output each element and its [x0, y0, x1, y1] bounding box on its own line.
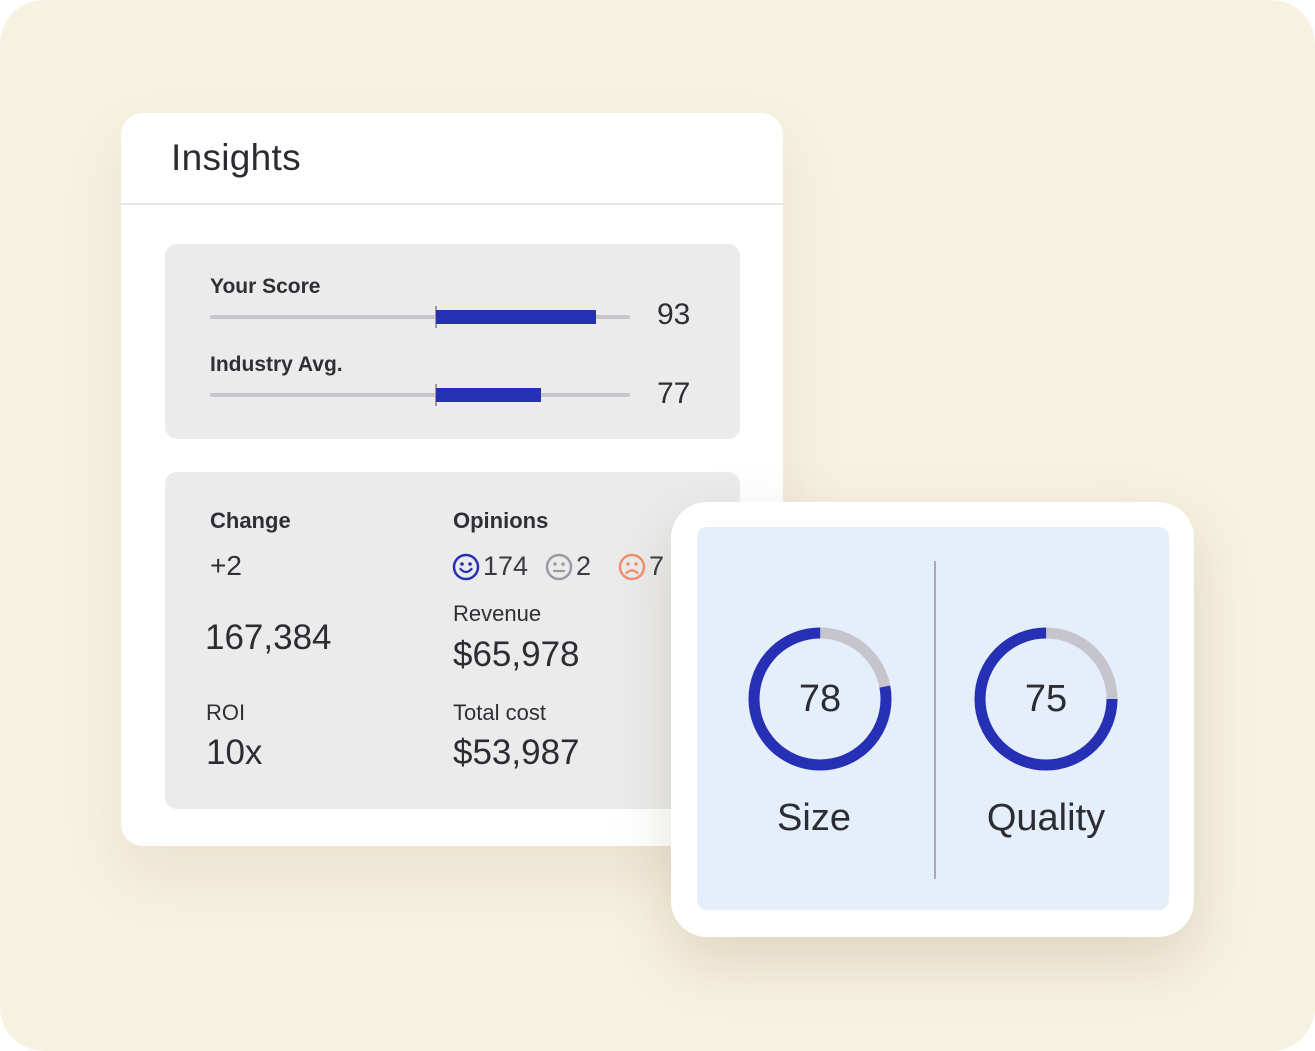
- size-gauge-label: Size: [777, 797, 851, 839]
- your-score-bar: [210, 306, 630, 328]
- opinion-negative-count: 7: [649, 551, 665, 581]
- opinion-negative: 7: [618, 551, 664, 582]
- size-gauge: 78: [745, 624, 895, 774]
- gauge-panel: 78 Size 75 Quality: [697, 527, 1169, 910]
- quality-gauge-arc: [974, 627, 1118, 771]
- insights-card: Insights Your Score 93 Industry Avg. 77 …: [121, 113, 783, 846]
- revenue-value: $65,978: [453, 635, 580, 674]
- total-value: 167,384: [205, 618, 332, 657]
- size-gauge-ring: [748, 627, 892, 771]
- quality-gauge-label: Quality: [986, 797, 1106, 839]
- roi-value: 10x: [206, 733, 263, 772]
- your-score-value: 93: [657, 298, 691, 331]
- roi-label: ROI: [206, 700, 246, 725]
- total-cost-value: $53,987: [453, 733, 580, 772]
- industry-avg-value: 77: [657, 377, 691, 410]
- opinion-neutral-count: 2: [576, 551, 592, 581]
- page-title: Insights: [171, 137, 301, 178]
- opinion-neutral: 2: [545, 551, 591, 582]
- opinion-positive-count: 174: [483, 551, 529, 581]
- quality-gauge-value: 75: [1024, 677, 1068, 720]
- stats-panel: Change +2 167,384 ROI 10x Opinions 174 2: [165, 472, 740, 809]
- revenue-label: Revenue: [453, 601, 542, 626]
- industry-avg-bar: [210, 384, 630, 406]
- size-gauge-value: 78: [798, 677, 842, 720]
- size-gauge-arc: [748, 627, 892, 771]
- neutral-face-icon: [545, 553, 573, 580]
- change-value: +2: [210, 550, 242, 581]
- card-header: Insights: [121, 113, 783, 205]
- your-score-bar-fill: [436, 310, 596, 324]
- sad-face-icon: [618, 553, 646, 580]
- total-cost-label: Total cost: [453, 700, 546, 725]
- gauge-card: 78 Size 75 Quality: [671, 502, 1194, 937]
- score-panel: Your Score 93 Industry Avg. 77: [165, 244, 740, 439]
- opinions-label: Opinions: [453, 508, 549, 533]
- change-label: Change: [210, 508, 291, 533]
- happy-face-icon: [452, 553, 480, 580]
- industry-avg-label: Industry Avg.: [210, 353, 343, 376]
- quality-gauge: 75: [971, 624, 1121, 774]
- opinion-positive: 174: [452, 551, 528, 582]
- your-score-label: Your Score: [210, 275, 321, 298]
- industry-avg-bar-fill: [436, 388, 541, 402]
- quality-gauge-ring: [974, 627, 1118, 771]
- gauge-divider: [934, 561, 936, 879]
